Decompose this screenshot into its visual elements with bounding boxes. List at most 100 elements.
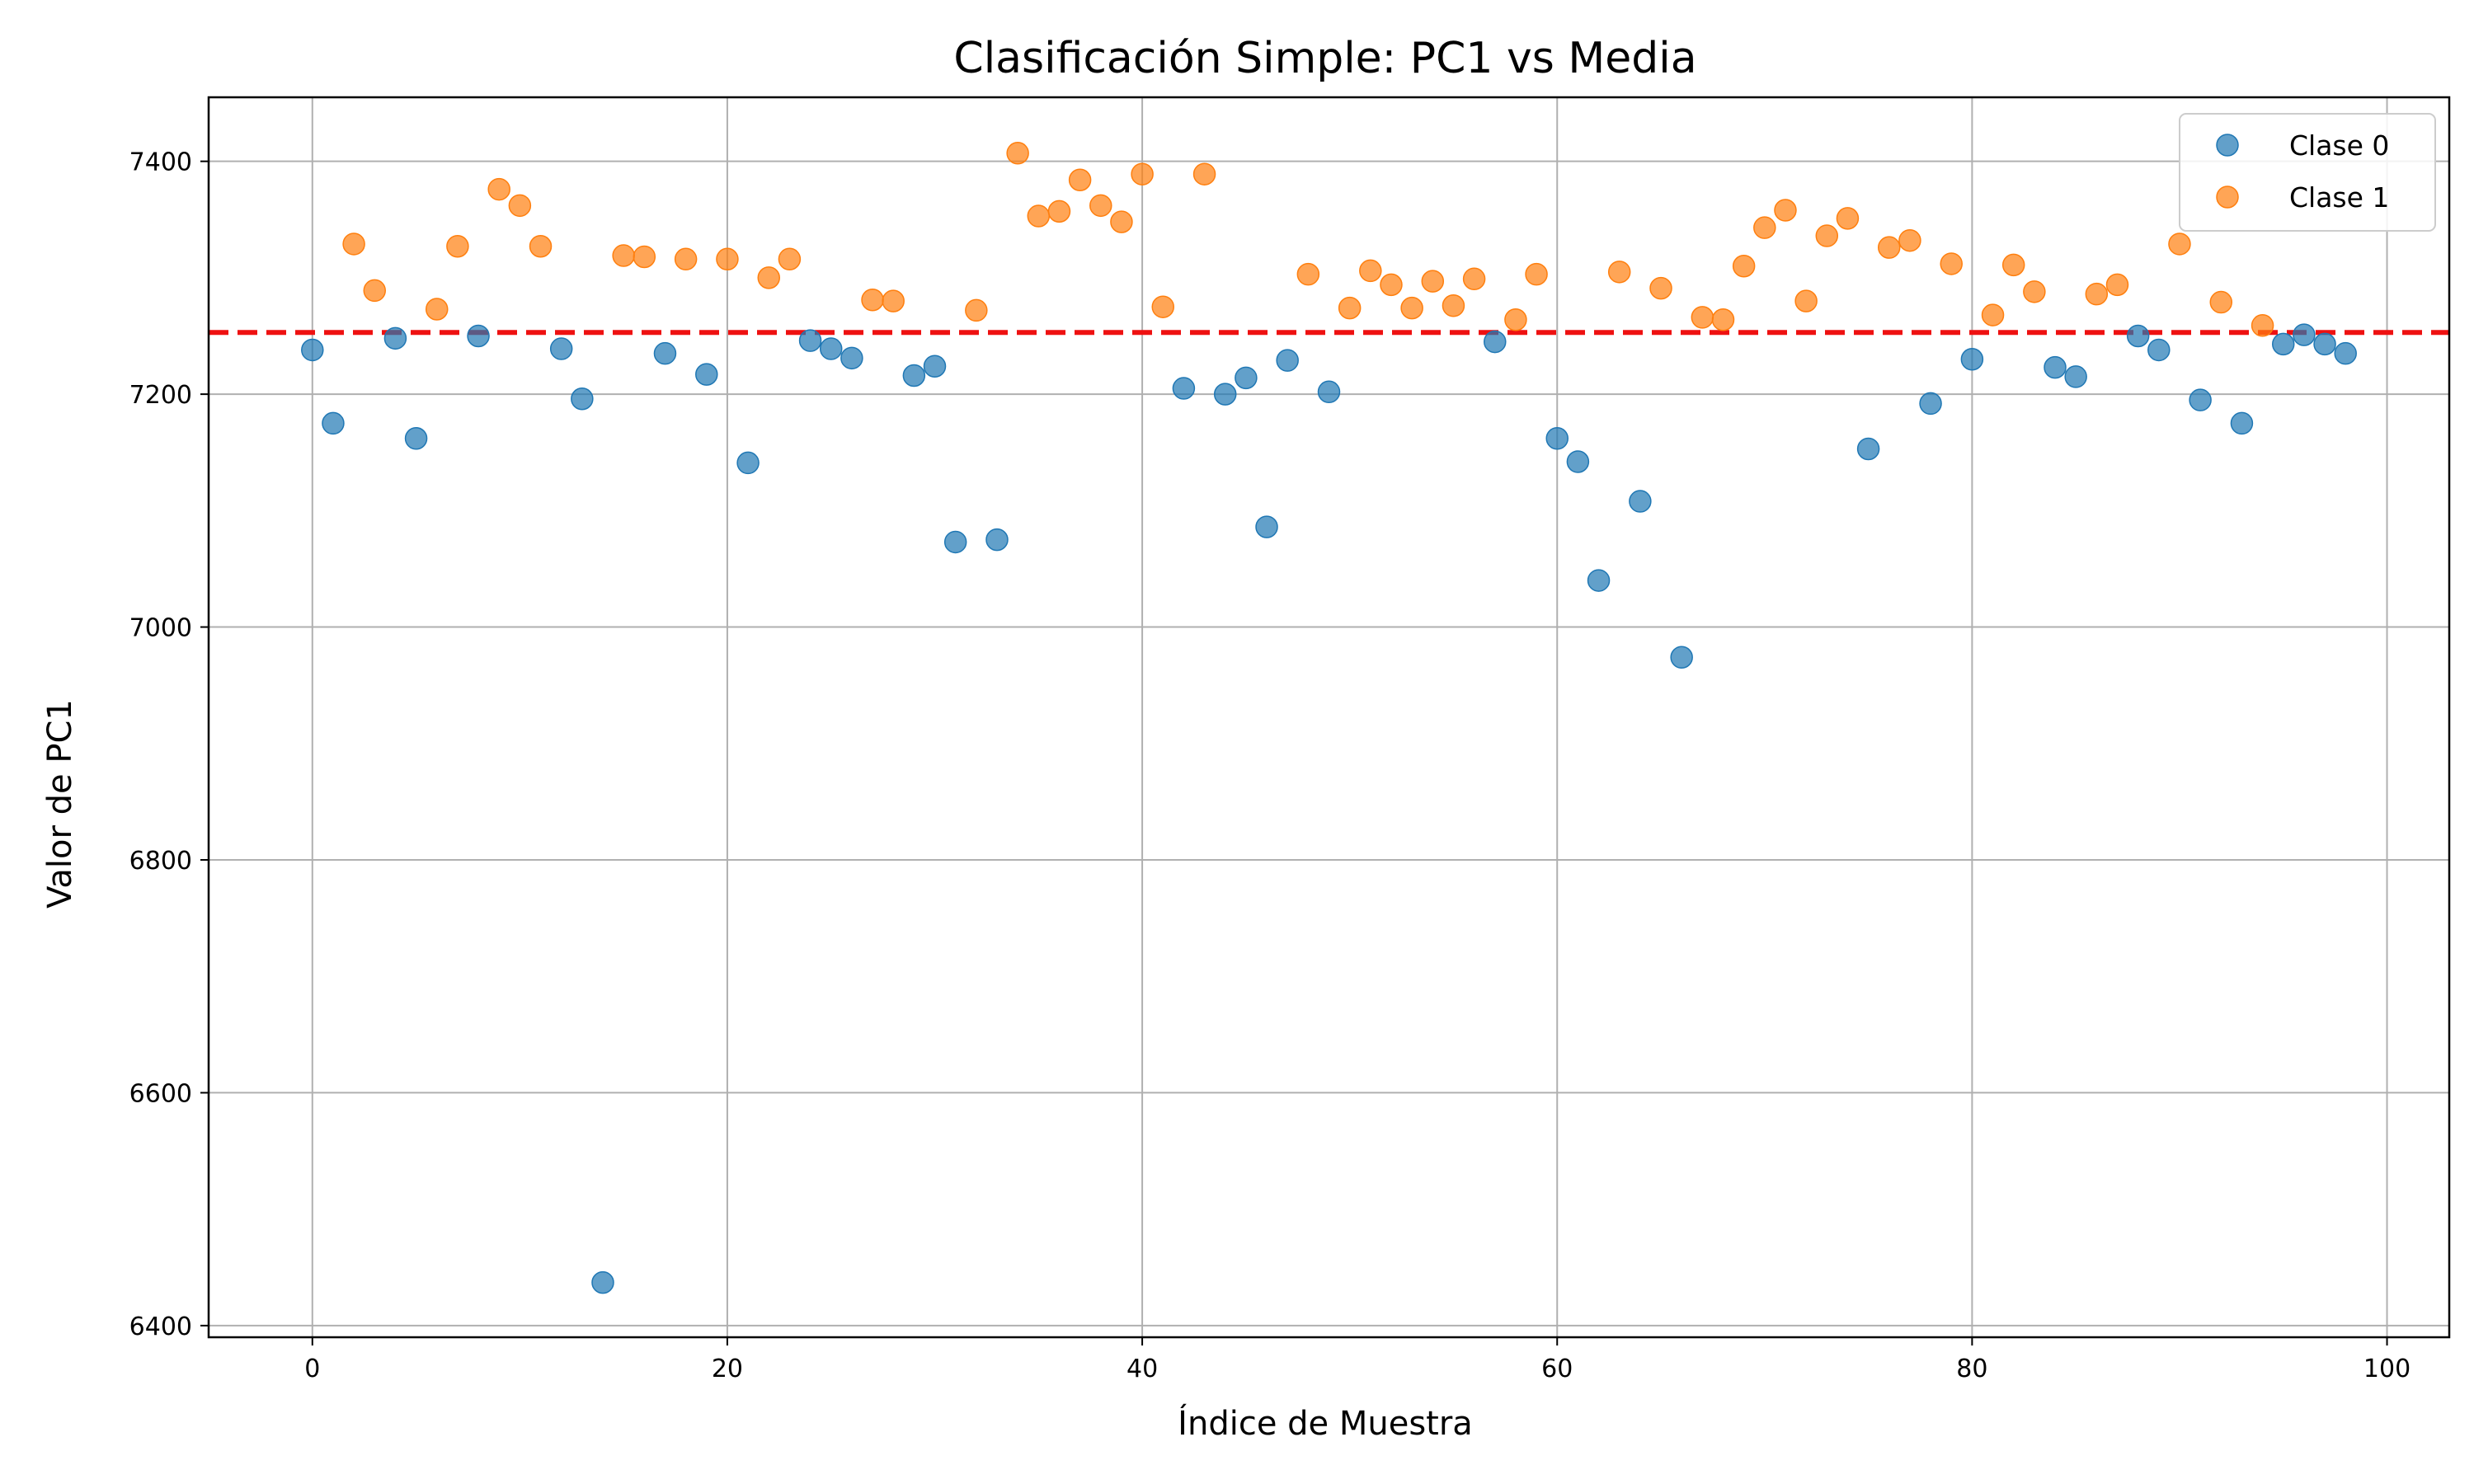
data-point-clase-0: [1276, 349, 1299, 372]
data-point-clase-1: [1110, 210, 1133, 233]
data-points: [301, 142, 2357, 1294]
data-point-clase-1: [1815, 224, 1839, 247]
data-point-clase-1: [2001, 253, 2025, 277]
data-point-clase-0: [1919, 392, 1942, 416]
data-point-clase-1: [1192, 162, 1216, 186]
data-point-clase-1: [487, 177, 510, 201]
data-point-clase-1: [1836, 207, 1860, 230]
data-point-clase-1: [1774, 199, 1797, 222]
data-point-clase-0: [1587, 569, 1611, 592]
data-point-clase-1: [1462, 267, 1486, 291]
data-point-clase-0: [1235, 366, 1258, 390]
data-point-clase-1: [716, 247, 739, 271]
legend-marker: [2216, 134, 2239, 157]
data-point-clase-0: [1213, 383, 1237, 406]
data-point-clase-0: [819, 337, 843, 360]
data-point-clase-1: [1380, 273, 1403, 297]
data-point-clase-0: [1172, 377, 1196, 400]
data-point-clase-1: [1981, 303, 2005, 326]
data-point-clase-1: [1753, 216, 1776, 239]
x-tick-label: 100: [2363, 1355, 2411, 1383]
data-point-clase-0: [2044, 355, 2067, 379]
data-point-clase-1: [1006, 142, 1029, 165]
data-point-clase-0: [1856, 437, 1880, 461]
x-tick-label: 40: [1126, 1355, 1158, 1383]
data-point-clase-0: [2230, 411, 2254, 435]
data-point-clase-1: [2209, 290, 2233, 314]
x-axis-label: Índice de Muestra: [1178, 1403, 1473, 1443]
data-point-clase-1: [2168, 232, 2191, 256]
data-point-clase-1: [1089, 194, 1112, 218]
data-point-clase-1: [363, 279, 387, 303]
data-point-clase-0: [2293, 323, 2316, 346]
data-point-clase-1: [446, 235, 469, 258]
legend-box: [2179, 113, 2436, 232]
data-point-clase-0: [1566, 450, 1590, 473]
data-point-clase-0: [2313, 332, 2336, 356]
data-point-clase-0: [1255, 515, 1278, 538]
y-tick-label: 7000: [129, 614, 192, 643]
data-point-clase-1: [1691, 306, 1714, 329]
data-point-clase-1: [2023, 280, 2046, 303]
legend: Clase 0 Clase 1: [2179, 113, 2436, 232]
data-point-clase-0: [902, 364, 926, 387]
data-point-clase-1: [1878, 236, 1901, 259]
data-point-clase-1: [633, 245, 656, 269]
data-point-clase-0: [467, 324, 490, 348]
chart-title: Clasificación Simple: PC1 vs Media: [953, 34, 1696, 83]
plot-area: [209, 97, 2449, 1337]
data-point-clase-1: [1607, 261, 1631, 284]
data-point-clase-1: [1940, 252, 1963, 275]
data-point-clase-1: [425, 298, 449, 321]
data-point-clase-0: [985, 528, 1009, 552]
data-point-clase-1: [1898, 228, 1921, 252]
data-point-clase-0: [923, 355, 947, 378]
data-point-clase-0: [591, 1270, 614, 1294]
data-point-clase-0: [653, 341, 677, 365]
data-point-clase-1: [612, 244, 635, 267]
data-point-clase-1: [778, 247, 802, 271]
data-point-clase-0: [2271, 332, 2295, 356]
y-tick-label: 6600: [129, 1079, 192, 1108]
data-point-clase-1: [508, 194, 532, 218]
data-point-clase-0: [1484, 330, 1507, 354]
legend-label: Clase 0: [2289, 129, 2389, 162]
data-point-clase-1: [1442, 294, 1465, 317]
y-tick-label: 6400: [129, 1313, 192, 1341]
data-point-clase-0: [2064, 365, 2087, 388]
data-point-clase-1: [2085, 282, 2109, 306]
data-point-clase-1: [1131, 162, 1154, 186]
data-point-clase-0: [695, 363, 718, 386]
data-point-clase-0: [2189, 388, 2212, 411]
data-point-clase-1: [1400, 296, 1423, 320]
data-point-clase-0: [322, 411, 345, 435]
data-point-clase-1: [2105, 273, 2129, 297]
x-tick-label: 60: [1541, 1355, 1573, 1383]
data-point-clase-1: [674, 247, 698, 271]
data-point-clase-1: [1732, 255, 1756, 278]
x-tick-label: 20: [712, 1355, 743, 1383]
data-point-clase-1: [529, 235, 553, 258]
data-point-clase-0: [2147, 338, 2171, 362]
data-point-clase-1: [2251, 314, 2274, 337]
data-point-clase-1: [1525, 262, 1548, 286]
y-tick-label: 7200: [129, 381, 192, 410]
data-point-clase-1: [861, 288, 884, 312]
axis-ticks: 0 20 40 60 80 100 6400 6600 6800 7000 7200 7400: [129, 148, 2411, 1383]
data-point-clase-1: [1338, 296, 1362, 320]
data-point-clase-0: [2334, 341, 2357, 365]
data-point-clase-1: [757, 266, 780, 289]
data-point-clase-0: [2126, 324, 2150, 348]
data-point-clase-0: [943, 530, 967, 554]
data-point-clase-0: [404, 427, 428, 450]
data-point-clase-0: [383, 326, 407, 350]
data-point-clase-0: [571, 387, 594, 411]
data-point-clase-1: [1296, 262, 1320, 286]
x-tick-label: 0: [304, 1355, 320, 1383]
data-point-clase-0: [736, 451, 760, 475]
data-point-clase-0: [549, 337, 573, 360]
data-point-clase-0: [1545, 427, 1569, 450]
data-point-clase-1: [1068, 168, 1092, 192]
y-axis-label: Valor de PC1: [41, 699, 79, 909]
